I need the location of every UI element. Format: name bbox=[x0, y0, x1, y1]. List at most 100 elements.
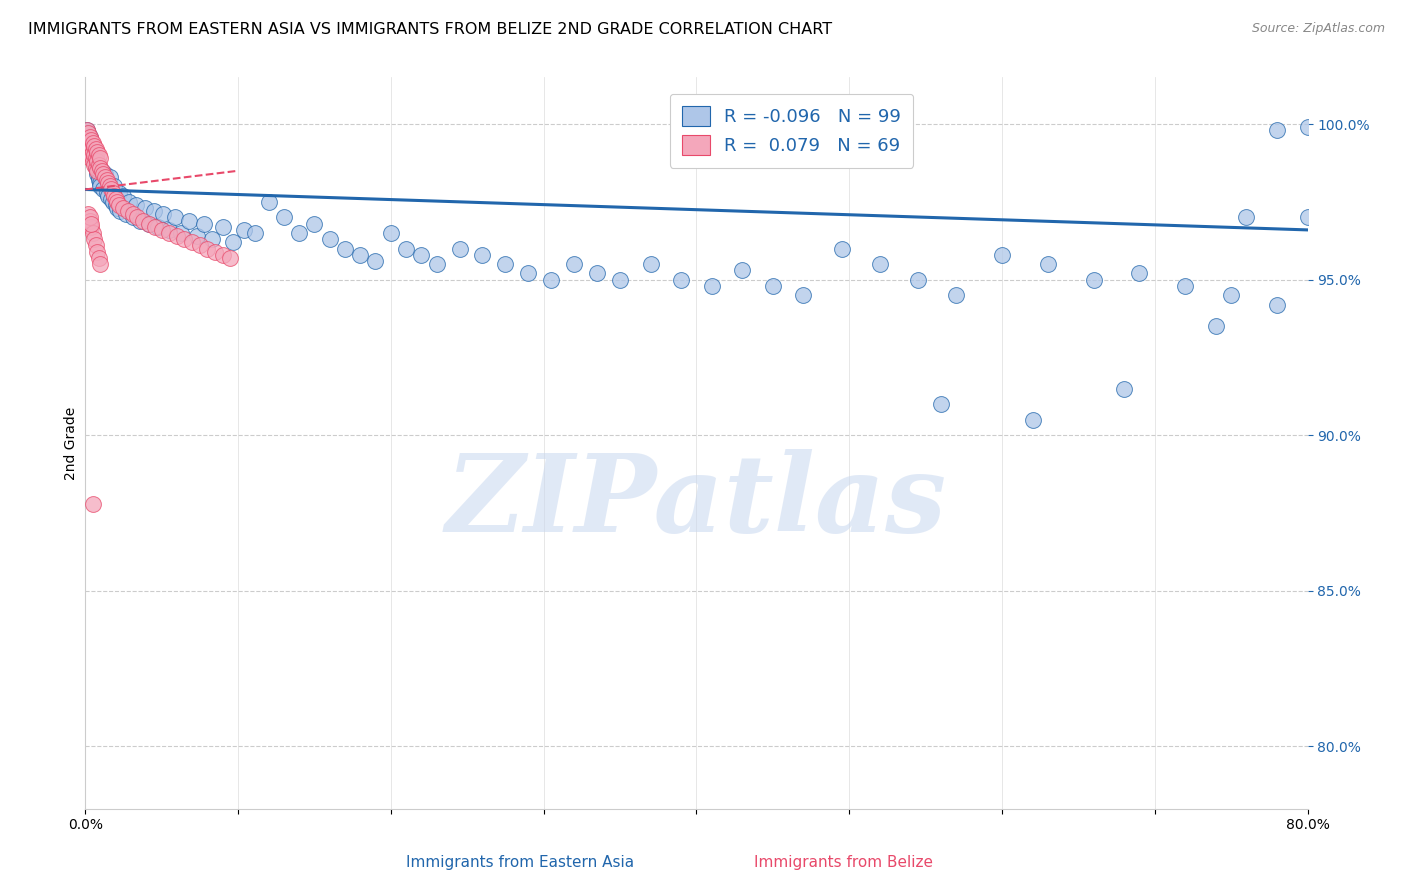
Point bbox=[82, 145, 104, 160]
Point bbox=[1265, 297, 1288, 311]
Point bbox=[82, 136, 104, 150]
Point bbox=[1205, 319, 1227, 334]
Point bbox=[1296, 120, 1319, 135]
Point bbox=[700, 279, 723, 293]
Point bbox=[188, 238, 211, 252]
Point bbox=[1114, 382, 1136, 396]
Point bbox=[91, 163, 114, 178]
Point bbox=[586, 267, 609, 281]
Point bbox=[173, 232, 195, 246]
Point bbox=[83, 154, 105, 169]
Point bbox=[98, 179, 121, 194]
Point bbox=[288, 226, 311, 240]
Text: Source: ZipAtlas.com: Source: ZipAtlas.com bbox=[1251, 22, 1385, 36]
Point bbox=[211, 248, 233, 262]
Point bbox=[80, 142, 103, 156]
Point bbox=[762, 279, 785, 293]
Point bbox=[96, 186, 118, 200]
Point bbox=[79, 213, 101, 227]
Point bbox=[84, 161, 107, 175]
Legend: R = -0.096   N = 99, R =  0.079   N = 69: R = -0.096 N = 99, R = 0.079 N = 69 bbox=[669, 94, 914, 168]
Point bbox=[157, 223, 180, 237]
Point bbox=[831, 242, 853, 256]
Point bbox=[80, 136, 103, 150]
Point bbox=[222, 235, 245, 250]
Point bbox=[609, 273, 631, 287]
Point bbox=[115, 207, 138, 221]
Point bbox=[1236, 211, 1258, 225]
Point bbox=[94, 169, 117, 184]
Point bbox=[79, 152, 101, 166]
Point bbox=[186, 229, 208, 244]
Point bbox=[349, 248, 371, 262]
Point bbox=[112, 201, 135, 215]
Point bbox=[364, 254, 387, 268]
Point bbox=[540, 273, 562, 287]
Point bbox=[100, 182, 122, 196]
Point bbox=[89, 176, 111, 190]
Point bbox=[82, 145, 104, 160]
Point bbox=[79, 139, 101, 153]
Point bbox=[138, 217, 160, 231]
Point bbox=[80, 142, 103, 156]
Point bbox=[107, 198, 129, 212]
Point bbox=[93, 182, 115, 196]
Point bbox=[494, 257, 516, 271]
Point bbox=[148, 219, 170, 234]
Point bbox=[991, 248, 1014, 262]
Point bbox=[103, 188, 125, 202]
Point bbox=[93, 167, 115, 181]
Point bbox=[80, 217, 103, 231]
Point bbox=[145, 219, 167, 234]
Point bbox=[79, 129, 101, 144]
Text: ZIPatlas: ZIPatlas bbox=[446, 449, 946, 555]
Point bbox=[84, 142, 107, 156]
Point bbox=[112, 188, 135, 202]
Y-axis label: 2nd Grade: 2nd Grade bbox=[65, 407, 79, 480]
Point bbox=[640, 257, 662, 271]
Point bbox=[1128, 267, 1150, 281]
Point bbox=[471, 248, 494, 262]
Point bbox=[77, 133, 100, 147]
Point bbox=[79, 129, 101, 144]
Point bbox=[83, 152, 105, 166]
Point bbox=[80, 219, 103, 234]
Text: Immigrants from Belize: Immigrants from Belize bbox=[754, 855, 934, 870]
Point bbox=[117, 204, 139, 219]
Point bbox=[395, 242, 418, 256]
Point bbox=[449, 242, 471, 256]
Point bbox=[84, 152, 107, 166]
Point bbox=[257, 194, 280, 209]
Point bbox=[79, 211, 101, 225]
Point bbox=[83, 157, 105, 171]
Point bbox=[82, 148, 104, 162]
Point bbox=[83, 148, 105, 162]
Point bbox=[1036, 257, 1059, 271]
Point bbox=[89, 161, 111, 175]
Point bbox=[84, 161, 107, 175]
Point bbox=[1174, 279, 1197, 293]
Point bbox=[101, 186, 124, 200]
Point bbox=[907, 273, 929, 287]
Point bbox=[101, 194, 124, 209]
Text: IMMIGRANTS FROM EASTERN ASIA VS IMMIGRANTS FROM BELIZE 2ND GRADE CORRELATION CHA: IMMIGRANTS FROM EASTERN ASIA VS IMMIGRAN… bbox=[28, 22, 832, 37]
Point bbox=[86, 167, 108, 181]
Point bbox=[142, 204, 165, 219]
Point bbox=[333, 242, 356, 256]
Point bbox=[273, 211, 295, 225]
Point bbox=[104, 192, 127, 206]
Point bbox=[86, 163, 108, 178]
Point bbox=[211, 219, 233, 234]
Point bbox=[426, 257, 449, 271]
Point bbox=[84, 157, 107, 171]
Point bbox=[82, 497, 104, 511]
Point bbox=[731, 263, 754, 277]
Point bbox=[177, 213, 200, 227]
Point bbox=[97, 176, 120, 190]
Point bbox=[304, 217, 326, 231]
Point bbox=[77, 142, 100, 156]
Point bbox=[79, 139, 101, 153]
Point bbox=[121, 207, 143, 221]
Point bbox=[79, 145, 101, 160]
Point bbox=[86, 154, 108, 169]
